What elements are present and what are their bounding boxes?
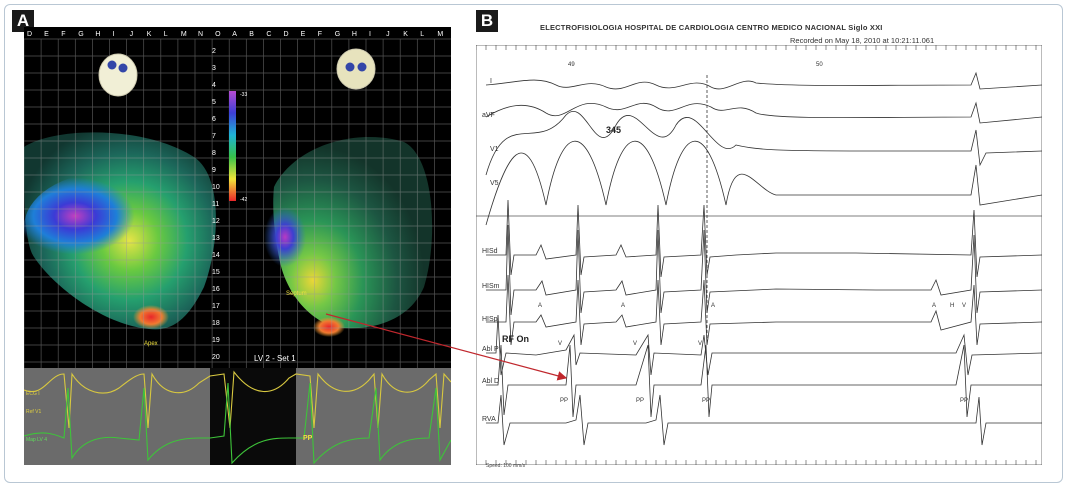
grid-column-label: G — [78, 31, 83, 38]
grid-column-label: M — [437, 31, 443, 38]
panel-b-label: B — [476, 10, 498, 32]
grid-row-label: 4 — [212, 82, 216, 89]
septum-label: Septum — [286, 291, 307, 297]
channel-label: I — [490, 78, 492, 85]
grid-column-label: I — [113, 31, 115, 38]
grid-column-label: K — [403, 31, 408, 38]
paper-speed-label: Speed: 100 mm/s — [486, 463, 526, 469]
grid-row-label: 16 — [212, 286, 220, 293]
grid-column-label: F — [61, 31, 65, 38]
grid-row-label: 18 — [212, 320, 220, 327]
trace-label-ecg: ECG I — [26, 391, 40, 397]
rf-on-label: RF On — [502, 334, 529, 344]
time-ticks — [475, 45, 1037, 465]
beat-number-50: 50 — [816, 62, 823, 68]
color-scale-bar: -33 -42 — [229, 91, 247, 203]
grid-column-label: G — [335, 31, 340, 38]
ventricular-marker-2: V — [633, 341, 637, 347]
orientation-head-left-icon — [98, 53, 138, 97]
cycle-length-label: 345 — [606, 125, 621, 135]
grid-column-label: H — [95, 31, 100, 38]
grid-row-label: 19 — [212, 337, 220, 344]
grid-column-label: N — [198, 31, 203, 38]
grid-column-label: M — [181, 31, 187, 38]
grid-column-label: B — [249, 31, 254, 38]
grid-row-label: 12 — [212, 218, 220, 225]
grid-row-label: 2 — [212, 48, 216, 55]
grid-column-labels: DEFGHIJKLMNOABCDEFGHIJKLMN — [27, 31, 443, 38]
ventricular-marker-1: V — [558, 341, 562, 347]
grid-column-label: L — [420, 31, 424, 38]
pp-marker-1: PP — [560, 398, 568, 404]
grid-row-label: 7 — [212, 133, 216, 140]
activation-map: DEFGHIJKLMNOABCDEFGHIJKLMN 2345678910111… — [24, 31, 451, 368]
atrial-marker-3: A — [711, 303, 715, 309]
pp-marker-3: PP — [702, 398, 710, 404]
grid-column-label: D — [284, 31, 289, 38]
grid-row-label: 3 — [212, 65, 216, 72]
ventricular-marker-3: V — [698, 341, 702, 347]
his-marker: H — [950, 303, 954, 309]
channel-label: Abl D — [482, 378, 499, 385]
grid-row-label: 6 — [212, 116, 216, 123]
activation-map-panel: DEFGHIJKLMNOABCDEFGHIJKLMN 2345678910111… — [24, 27, 451, 465]
pp-marker-2: PP — [636, 398, 644, 404]
trace-pp-label: PP — [303, 435, 313, 442]
trace-label-map: Map LV 4 — [26, 437, 47, 443]
grid-column-label: O — [215, 31, 221, 38]
grid-row-label: 8 — [212, 150, 216, 157]
left-heart-view — [24, 132, 216, 330]
grid-column-label: K — [147, 31, 152, 38]
grid-row-label: 17 — [212, 303, 220, 310]
recording-title: ELECTROFISIOLOGIA HOSPITAL DE CARDIOLOGI… — [540, 23, 883, 32]
channel-label: HISd — [482, 248, 498, 255]
set-label: LV 2 - Set 1 — [254, 354, 296, 363]
scale-bottom-value: -42 — [240, 197, 247, 203]
ventricular-marker-his: V — [962, 303, 966, 309]
grid-column-label: L — [164, 31, 168, 38]
beat-number-49: 49 — [568, 62, 575, 68]
grid-row-label: 11 — [212, 201, 219, 208]
panel-a-label: A — [12, 10, 34, 32]
grid-row-label: 9 — [212, 167, 216, 174]
right-heart-view — [264, 137, 433, 337]
grid-column-label: A — [232, 31, 237, 38]
pp-marker-4: PP — [960, 398, 968, 404]
grid-column-label: E — [44, 31, 49, 38]
channel-label: RVA — [482, 416, 496, 423]
grid-row-label: 15 — [212, 269, 220, 276]
grid-column-label: E — [301, 31, 306, 38]
grid-column-label: D — [27, 31, 32, 38]
atrial-marker-4: A — [932, 303, 936, 309]
trace-label-ref: Ref V1 — [26, 409, 42, 415]
grid-column-label: J — [130, 31, 134, 38]
grid-row-labels: 2 3 4 5 6 7 8 9 10 11 12 13 14 15 16 17 18 19 20 — [212, 48, 220, 361]
electrogram-strip: ECG I Ref V1 Map LV 4 PP — [24, 368, 451, 465]
channel-label: V5 — [490, 180, 499, 187]
grid-row-label: 13 — [212, 235, 220, 242]
grid-column-label: H — [352, 31, 357, 38]
channel-label: V1 — [490, 146, 499, 153]
channel-label: HISm — [482, 283, 500, 290]
grid-column-label: C — [266, 31, 271, 38]
grid-row-label: 20 — [212, 354, 220, 361]
atrial-marker-2: A — [621, 303, 625, 309]
recording-timestamp: Recorded on May 18, 2010 at 10:21:11.061 — [790, 36, 935, 45]
apex-label: Apex — [144, 341, 158, 347]
grid-column-label: F — [318, 31, 322, 38]
grid-row-label: 14 — [212, 252, 220, 259]
grid-row-label: 5 — [212, 99, 216, 106]
grid-column-label: I — [369, 31, 371, 38]
atrial-marker-1: A — [538, 303, 542, 309]
grid-column-label: J — [386, 31, 390, 38]
orientation-head-right-icon — [336, 48, 376, 90]
scale-top-value: -33 — [240, 92, 247, 98]
grid-row-label: 10 — [212, 184, 220, 191]
